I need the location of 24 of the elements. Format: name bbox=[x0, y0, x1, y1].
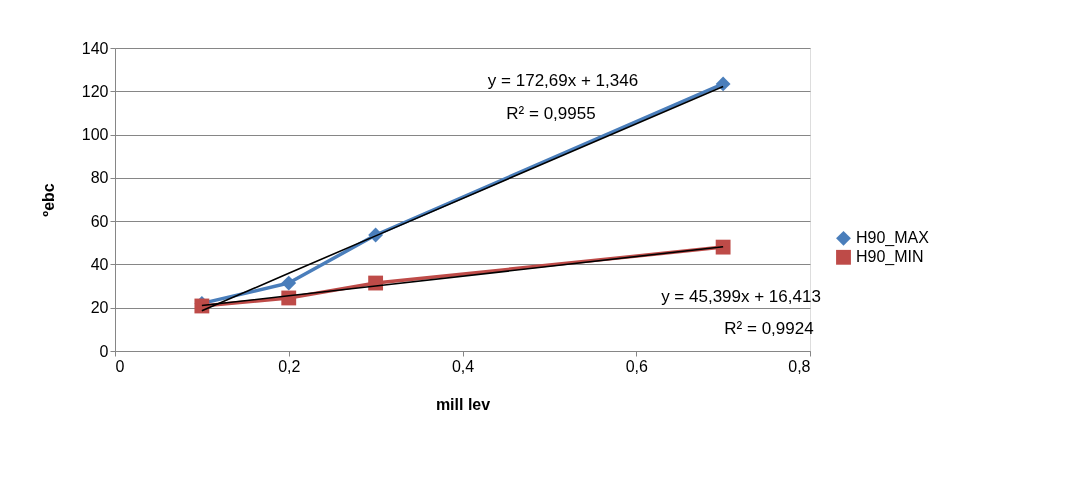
x-axis-title: mill lev bbox=[435, 395, 491, 413]
y-tick-label: 140 bbox=[81, 39, 109, 57]
y-tick-label: 60 bbox=[90, 212, 109, 230]
point bbox=[715, 76, 731, 92]
y-tick-label: 0 bbox=[99, 342, 109, 360]
x-tick-label: 0,4 bbox=[451, 357, 475, 375]
y-tick-label: 80 bbox=[90, 169, 109, 187]
legend-label: H90_MAX bbox=[856, 229, 930, 248]
annotation: y = 45,399x + 16,413 bbox=[661, 287, 821, 306]
x-tick-label: 0,2 bbox=[278, 357, 301, 375]
point bbox=[281, 275, 297, 291]
legend-label: H90_MIN bbox=[856, 248, 924, 267]
y-tick-label: 100 bbox=[81, 126, 109, 144]
x-tick-label: 0,6 bbox=[625, 357, 648, 375]
x-tick-label: 0,8 bbox=[788, 357, 811, 375]
annotation: y = 172,69x + 1,346 bbox=[487, 71, 639, 90]
y-tick-label: 20 bbox=[90, 299, 109, 317]
annotation: R² = 0,9924 bbox=[724, 319, 814, 338]
y-tick-label: 120 bbox=[81, 82, 109, 100]
annotation: R² = 0,9955 bbox=[506, 104, 596, 123]
x-tick-label: 0 bbox=[115, 357, 125, 375]
y-tick-label: 40 bbox=[90, 255, 109, 273]
point bbox=[715, 239, 731, 255]
y-axis-title: ºebc bbox=[39, 183, 57, 217]
